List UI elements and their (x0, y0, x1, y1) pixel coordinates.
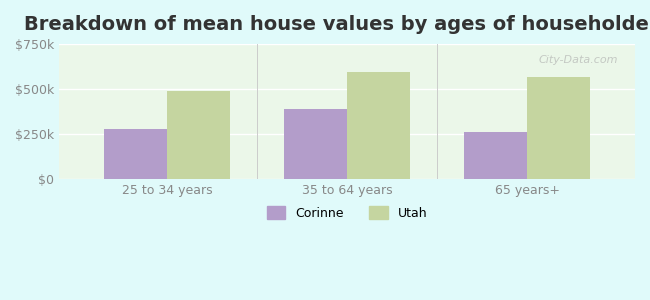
Text: City-Data.com: City-Data.com (538, 55, 617, 65)
Bar (104, 129, 167, 179)
Title: Breakdown of mean house values by ages of householders: Breakdown of mean house values by ages o… (24, 15, 650, 34)
Bar (167, 91, 230, 179)
Bar (284, 109, 347, 179)
Bar (527, 77, 590, 179)
Bar (464, 132, 527, 179)
Legend: Corinne, Utah: Corinne, Utah (262, 201, 432, 225)
Bar (347, 72, 410, 179)
